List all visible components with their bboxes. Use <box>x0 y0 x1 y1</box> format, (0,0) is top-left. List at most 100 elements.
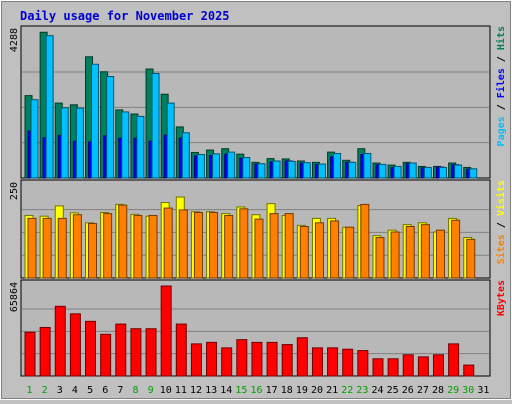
day-label: 3 <box>57 385 63 396</box>
day-label: 15 <box>235 385 247 396</box>
series-sites <box>27 203 476 279</box>
bar-kbytes-day-12 <box>190 343 202 377</box>
day-label: 20 <box>311 385 323 396</box>
bar-kbytes-day-19 <box>296 337 308 377</box>
bar-kbytes-day-30 <box>463 364 475 377</box>
bar-sites-day-3 <box>57 217 67 279</box>
day-label: 5 <box>87 385 93 396</box>
bar-pages-day-11 <box>181 132 190 179</box>
day-label: 26 <box>402 385 414 396</box>
legend-kbytes: KBytes <box>496 280 507 316</box>
bar-pages-day-13 <box>212 153 221 179</box>
legend-entry: / <box>496 216 507 234</box>
bar-kbytes-day-4 <box>69 313 81 377</box>
bar-kbytes-day-24 <box>372 358 384 377</box>
day-label: 25 <box>387 385 399 396</box>
bar-sites-day-9 <box>148 214 158 279</box>
bar-sites-day-6 <box>103 213 113 279</box>
day-label: 23 <box>356 385 368 396</box>
legend-hits-files-pages: Pages / Files / Hits <box>495 26 507 146</box>
bar-sites-day-17 <box>269 213 279 279</box>
day-label: 12 <box>190 385 202 396</box>
bar-pages-day-24 <box>378 163 387 179</box>
legend-entry: / <box>496 98 507 116</box>
day-label: 19 <box>296 385 308 396</box>
bar-sites-day-22 <box>345 226 355 279</box>
bar-pages-day-28 <box>438 166 447 179</box>
bar-sites-day-23 <box>360 203 370 279</box>
bar-pages-day-3 <box>60 107 69 179</box>
bar-sites-day-29 <box>451 219 461 279</box>
panel-visits-sites: 250 Sites / Visits <box>9 179 507 279</box>
bar-kbytes-day-27 <box>417 356 429 377</box>
day-label: 29 <box>447 385 459 396</box>
bar-kbytes-day-2 <box>39 326 51 377</box>
day-label: 11 <box>175 385 187 396</box>
bar-sites-day-20 <box>314 222 324 279</box>
bar-kbytes-day-29 <box>448 343 460 377</box>
bar-pages-day-6 <box>106 76 115 179</box>
day-label: 2 <box>42 385 48 396</box>
bar-sites-day-26 <box>405 225 415 279</box>
day-label: 14 <box>220 385 232 396</box>
panel-hits-files-pages: 4288 Pages / Files / Hits <box>9 25 507 179</box>
bar-pages-day-18 <box>287 160 296 179</box>
bar-pages-day-22 <box>348 161 357 179</box>
ymax-label: 4288 <box>9 28 20 52</box>
legend-visits-sites: Sites / Visits <box>495 180 507 264</box>
bar-pages-day-29 <box>454 164 463 179</box>
bar-pages-day-27 <box>423 166 432 179</box>
day-label: 31 <box>477 385 489 396</box>
bar-kbytes-day-26 <box>402 354 414 377</box>
bar-pages-day-1 <box>30 99 39 179</box>
day-label: 9 <box>148 385 154 396</box>
day-label: 27 <box>417 385 429 396</box>
bar-sites-day-30 <box>466 238 476 279</box>
bar-kbytes-day-10 <box>160 285 172 377</box>
bar-pages-day-30 <box>469 168 478 179</box>
bar-kbytes-day-16 <box>251 341 263 377</box>
bar-pages-day-21 <box>333 152 342 179</box>
bar-pages-day-26 <box>408 162 417 179</box>
day-label: 16 <box>250 385 262 396</box>
day-axis: 1 2 3 4 5 6 7 8 9 10 11 12 13 14 15 16 17 18 19 20 21 22 23 24 2… <box>27 385 490 396</box>
bar-pages-day-8 <box>136 115 145 179</box>
chart-panels: 4288 Pages / Files / Hits 250 Sites / Visit… <box>9 25 507 377</box>
bar-sites-day-13 <box>209 211 219 279</box>
day-label: 30 <box>462 385 474 396</box>
legend-entry: / <box>496 50 507 68</box>
bar-sites-day-2 <box>42 217 52 279</box>
series-kbytes <box>24 285 475 377</box>
bar-pages-day-9 <box>151 72 160 179</box>
bar-sites-day-10 <box>163 207 173 279</box>
day-label: 7 <box>117 385 123 396</box>
legend-entry: Hits <box>495 26 507 50</box>
chart-title: Daily usage for November 2025 <box>20 9 230 23</box>
day-label: 6 <box>102 385 108 396</box>
bar-kbytes-day-8 <box>130 328 142 377</box>
day-label: 28 <box>432 385 444 396</box>
bar-sites-day-14 <box>224 214 234 279</box>
bar-pages-day-16 <box>257 163 266 179</box>
bar-kbytes-day-6 <box>100 333 112 377</box>
day-label: 17 <box>266 385 278 396</box>
bar-sites-day-8 <box>133 214 143 279</box>
bar-pages-day-23 <box>363 152 372 179</box>
bar-sites-day-1 <box>27 217 37 279</box>
bar-kbytes-day-20 <box>311 347 323 377</box>
bar-sites-day-27 <box>420 224 430 279</box>
day-label: 21 <box>326 385 338 396</box>
bar-sites-day-24 <box>375 237 385 279</box>
bar-sites-day-11 <box>178 209 188 279</box>
day-label: 13 <box>205 385 217 396</box>
panel-kbytes: 65864 KBytes <box>9 279 507 377</box>
bar-sites-day-28 <box>435 229 445 279</box>
bar-pages-day-19 <box>302 162 311 179</box>
bar-pages-day-25 <box>393 165 402 179</box>
series-pages <box>30 35 478 179</box>
day-label: 10 <box>160 385 172 396</box>
bar-kbytes-day-3 <box>54 305 66 377</box>
bar-pages-day-17 <box>272 160 281 179</box>
